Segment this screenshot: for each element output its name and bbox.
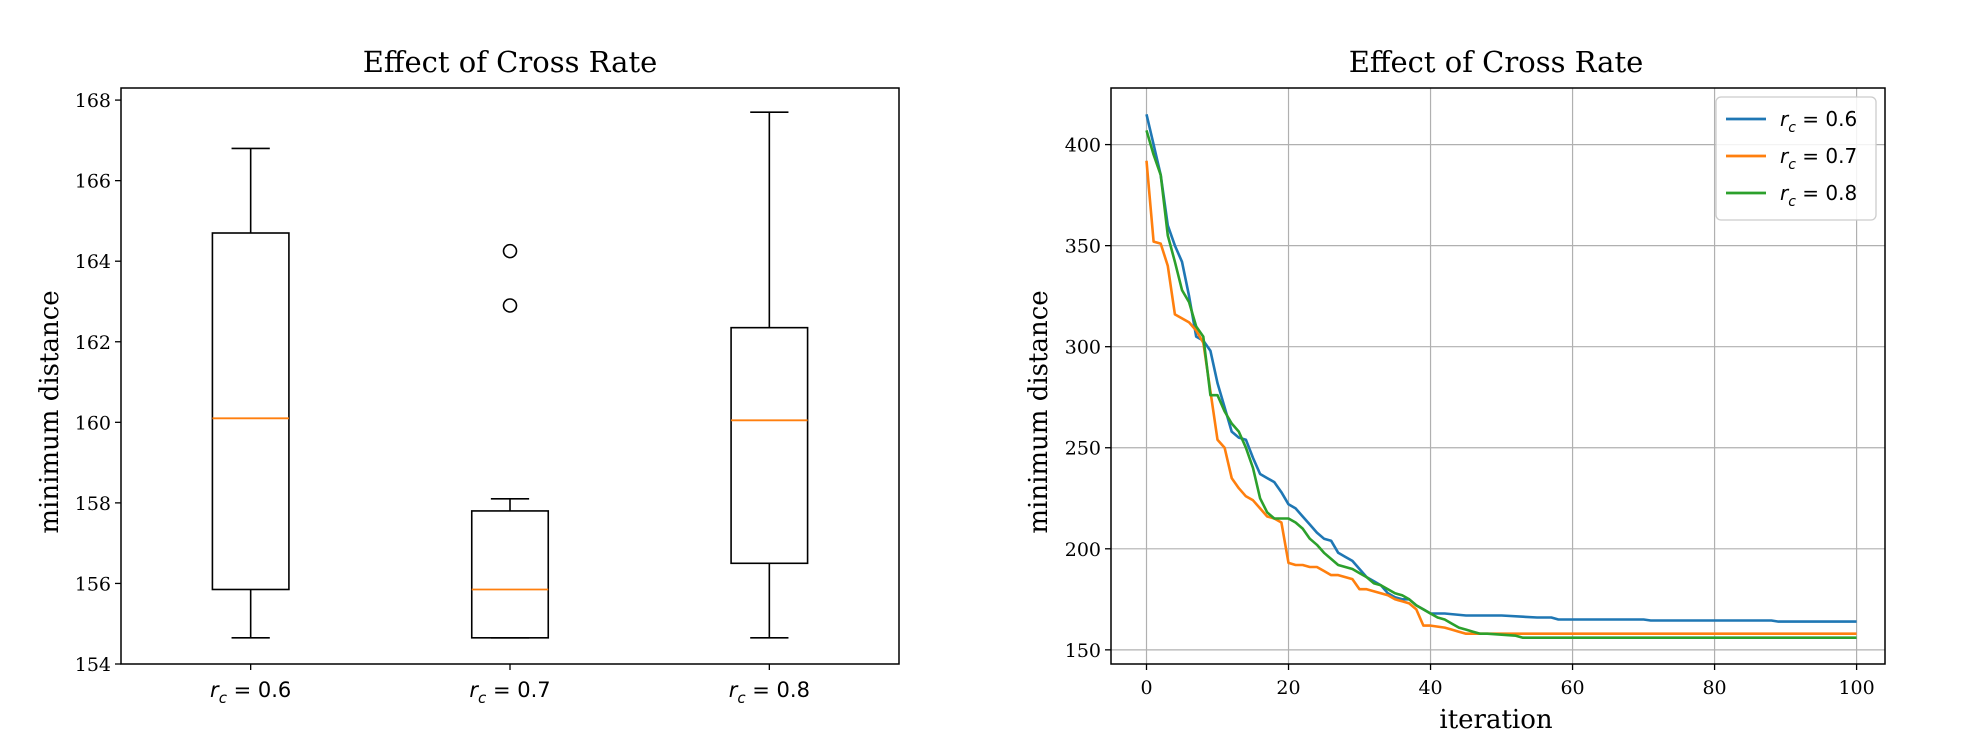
y-tick-label: 158 bbox=[75, 493, 111, 515]
legend-label: rc = 0.6 bbox=[1780, 107, 1857, 136]
y-tick-label: 200 bbox=[1065, 539, 1101, 561]
x-tick-label: rc = 0.6 bbox=[210, 678, 291, 707]
y-tick-label: 300 bbox=[1065, 337, 1101, 359]
series-line bbox=[1145, 114, 1857, 623]
legend-label: rc = 0.7 bbox=[1780, 144, 1857, 173]
linechart-frame bbox=[1110, 87, 1886, 665]
y-tick-label: 164 bbox=[75, 251, 111, 273]
boxplot-ylabel: minimum distance bbox=[35, 290, 65, 533]
x-tick-label: rc = 0.8 bbox=[729, 678, 810, 707]
boxplot-frame bbox=[120, 87, 900, 665]
x-tick-label: 40 bbox=[1418, 677, 1442, 699]
legend-label: rc = 0.8 bbox=[1780, 181, 1857, 210]
x-tick-label: rc = 0.7 bbox=[469, 678, 550, 707]
y-tick-label: 350 bbox=[1065, 236, 1101, 258]
linechart-legend: rc = 0.6 rc = 0.7 rc = 0.8 bbox=[1715, 96, 1877, 221]
y-tick-label: 156 bbox=[75, 573, 111, 595]
legend-box bbox=[1715, 96, 1877, 221]
boxplot-content bbox=[211, 111, 809, 639]
boxplot-panel: Effect of Cross Rate minimum distance 15… bbox=[35, 45, 900, 707]
series-line bbox=[1145, 160, 1857, 635]
outlier-point bbox=[502, 298, 518, 313]
series-line bbox=[1145, 130, 1857, 639]
linechart-title: Effect of Cross Rate bbox=[1349, 45, 1644, 79]
y-tick-label: 400 bbox=[1065, 135, 1101, 157]
boxplot-x-axis: rc = 0.6 rc = 0.7 rc = 0.8 bbox=[210, 664, 810, 707]
x-tick-label: 100 bbox=[1838, 677, 1874, 699]
y-tick-label: 168 bbox=[75, 90, 111, 112]
iqr-box bbox=[470, 510, 550, 639]
boxplot-title: Effect of Cross Rate bbox=[363, 45, 658, 79]
linechart-ylabel: minimum distance bbox=[1024, 290, 1054, 533]
box-item bbox=[730, 111, 809, 639]
y-tick-label: 154 bbox=[75, 654, 111, 676]
x-tick-label: 20 bbox=[1276, 677, 1300, 699]
box-item bbox=[211, 147, 290, 639]
y-tick-label: 150 bbox=[1065, 640, 1101, 662]
linechart-xlabel: iteration bbox=[1439, 705, 1552, 735]
iqr-box bbox=[211, 232, 290, 591]
x-tick-label: 0 bbox=[1140, 677, 1152, 699]
x-tick-label: 80 bbox=[1702, 677, 1726, 699]
linechart-x-axis: 0 20 40 60 80 100 bbox=[1140, 664, 1875, 699]
y-tick-label: 162 bbox=[75, 332, 111, 354]
linechart-panel: Effect of Cross Rate minimum distance it… bbox=[1024, 45, 1886, 735]
linechart-series bbox=[1145, 114, 1857, 639]
iqr-box bbox=[730, 326, 809, 565]
linechart-y-axis: 150 200 250 300 350 400 bbox=[1065, 135, 1111, 662]
box-item bbox=[470, 243, 550, 639]
x-tick-label: 60 bbox=[1560, 677, 1584, 699]
outlier-point bbox=[502, 243, 518, 259]
y-tick-label: 166 bbox=[75, 171, 111, 193]
y-tick-label: 250 bbox=[1065, 438, 1101, 460]
boxplot-y-axis: 154 156 158 160 162 164 166 168 bbox=[75, 90, 121, 676]
y-tick-label: 160 bbox=[75, 412, 111, 434]
